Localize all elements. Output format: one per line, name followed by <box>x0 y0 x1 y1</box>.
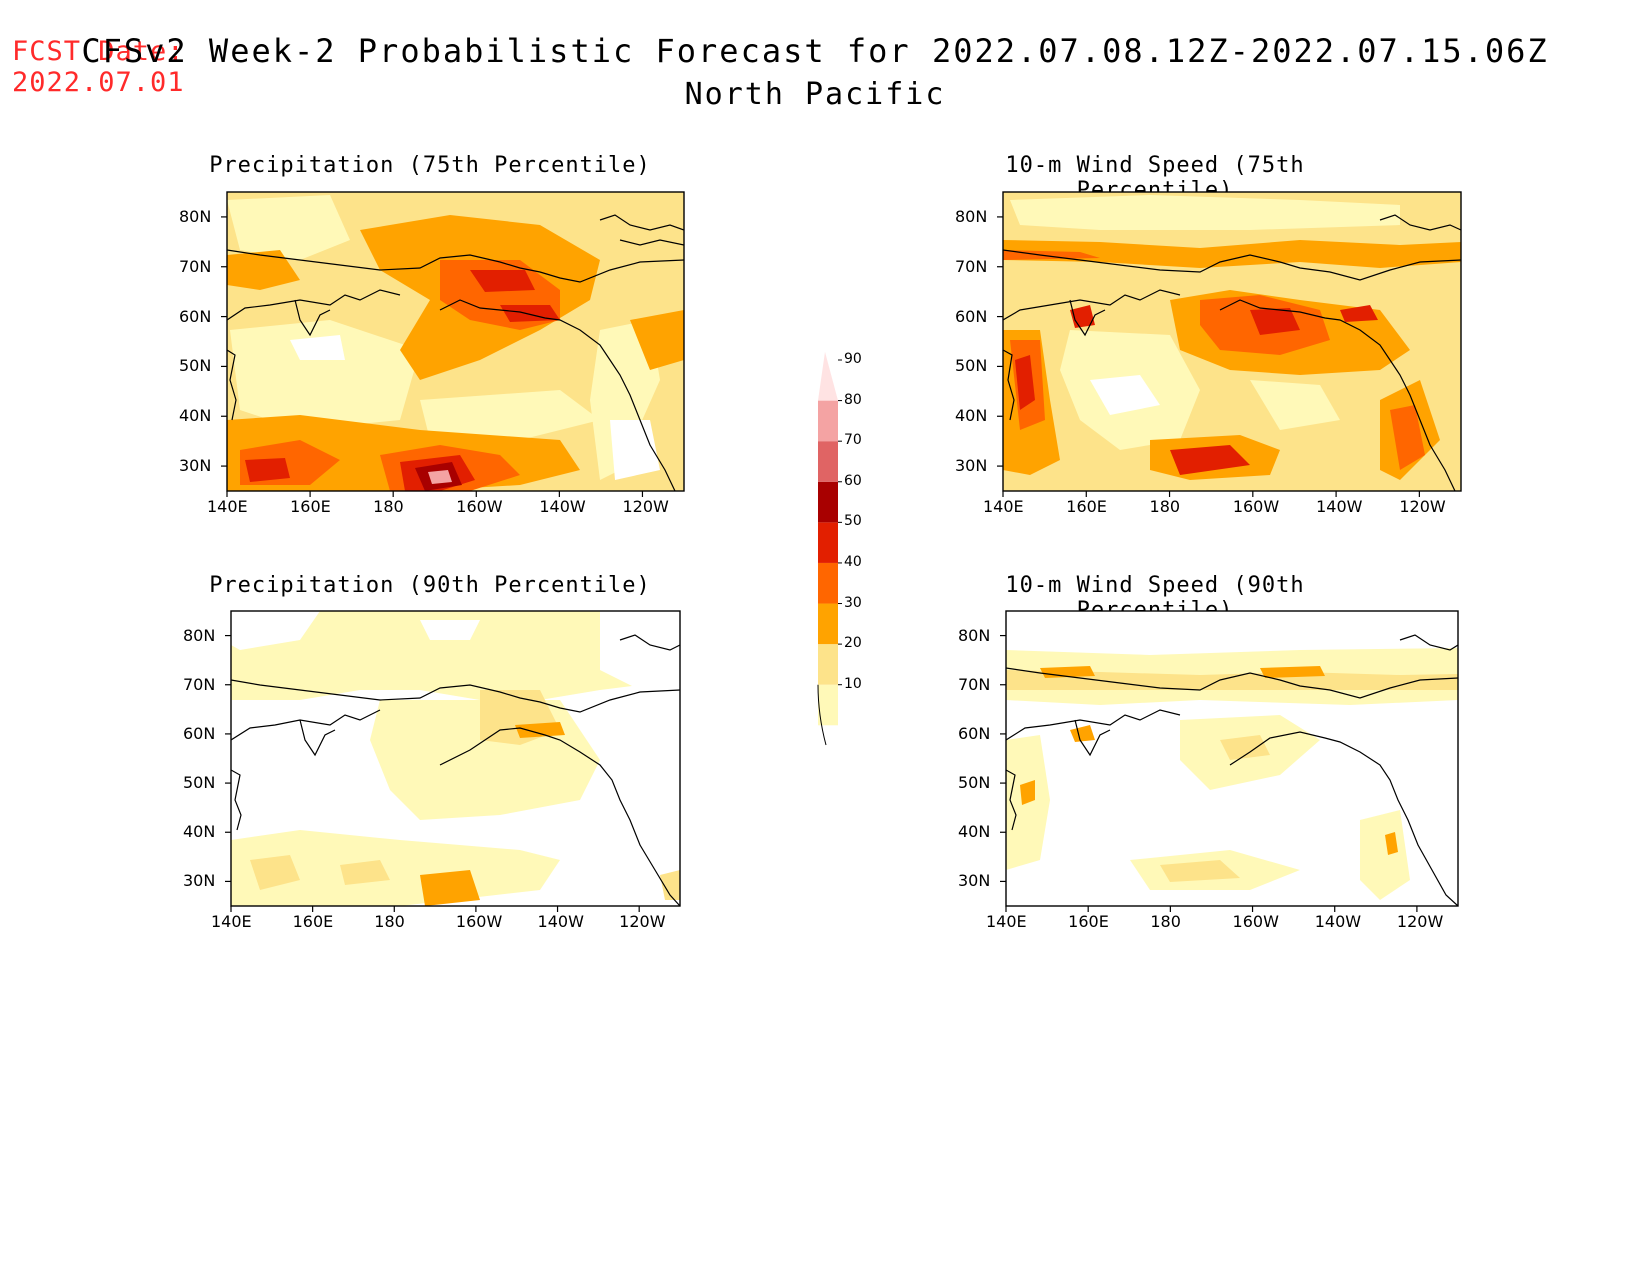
lon-label: 160E <box>1066 497 1107 516</box>
lat-label: 30N <box>179 456 212 476</box>
lat-label: 60N <box>955 306 988 326</box>
lon-label: 160E <box>292 912 334 931</box>
lon-label: 180 <box>374 912 405 931</box>
colorbar-segment <box>818 351 838 401</box>
lat-label: 30N <box>955 456 988 476</box>
lon-label: 140E <box>207 497 248 516</box>
lon-label: 140E <box>983 497 1024 516</box>
lon-label: 120W <box>622 497 669 516</box>
lat-label: 80N <box>955 206 988 226</box>
map-panel-wind90 <box>1006 611 1458 906</box>
colorbar-segment <box>818 684 838 726</box>
lon-label: 160W <box>1232 497 1280 516</box>
colorbar-segment <box>818 481 838 523</box>
lon-label: 140E <box>986 912 1027 931</box>
colorbar <box>817 351 842 746</box>
colorbar-label: 20 <box>844 635 862 652</box>
colorbar-end <box>817 684 827 746</box>
colorbar-segment <box>818 400 838 442</box>
lat-label: 40N <box>183 822 216 842</box>
colorbar-label: 70 <box>844 432 862 449</box>
colorbar-label: 60 <box>844 472 862 489</box>
colorbar-segment <box>818 522 838 563</box>
lon-label: 160E <box>290 497 331 516</box>
lat-label: 60N <box>958 723 991 743</box>
colorbar-segment <box>818 644 838 685</box>
lat-label: 70N <box>955 256 988 276</box>
lat-label: 70N <box>183 674 216 694</box>
lat-label: 70N <box>958 674 991 694</box>
lon-label: 180 <box>1149 497 1181 516</box>
lat-label: 50N <box>955 356 988 376</box>
lat-label: 50N <box>183 773 216 793</box>
lat-label: 30N <box>183 871 216 891</box>
lon-label: 140W <box>539 497 586 516</box>
colorbar-segment <box>818 603 838 645</box>
colorbar-label: 80 <box>844 391 862 408</box>
map-panel-precip75 <box>227 192 684 491</box>
lon-label: 160E <box>1068 912 1109 931</box>
lon-label: 120W <box>1399 497 1446 516</box>
lat-label: 60N <box>179 306 212 326</box>
lon-label: 180 <box>1150 912 1181 931</box>
colorbar-label: 40 <box>844 553 862 570</box>
colorbar-segment <box>818 562 838 604</box>
lon-label: 160W <box>455 912 503 931</box>
lon-label: 120W <box>1396 912 1444 931</box>
lat-label: 80N <box>179 206 212 226</box>
lat-label: 50N <box>958 773 991 793</box>
lon-label: 140W <box>1316 497 1363 516</box>
lat-label: 30N <box>958 871 991 891</box>
lat-label: 40N <box>958 822 991 842</box>
colorbar-label: 90 <box>844 351 862 367</box>
lon-label: 140W <box>1314 912 1362 931</box>
fcst-date-value: 2022.07.01 <box>12 67 185 98</box>
lon-label: 160W <box>1232 912 1279 931</box>
fcst-date-label: FCST Date: <box>12 36 185 67</box>
colorbar-label: 10 <box>844 675 862 692</box>
map-panel-precip90 <box>231 611 680 906</box>
lat-label: 80N <box>958 625 991 645</box>
colorbar-label: 30 <box>844 594 862 611</box>
fcst-date-block: FCST Date: 2022.07.01 <box>12 36 185 98</box>
lat-label: 40N <box>955 406 988 426</box>
region-title: North Pacific <box>684 77 946 112</box>
lon-label: 180 <box>373 497 404 516</box>
map-panel-wind75 <box>1003 192 1461 491</box>
lon-label: 120W <box>619 912 666 931</box>
panel-title-precip75: Precipitation (75th Percentile) <box>209 153 651 178</box>
lat-label: 80N <box>183 625 216 645</box>
panel-title-precip90: Precipitation (90th Percentile) <box>209 573 651 598</box>
lat-label: 50N <box>179 356 212 376</box>
colorbar-label: 50 <box>844 513 862 530</box>
lat-label: 40N <box>179 406 212 426</box>
main-title: CFSv2 Week-2 Probabilistic Forecast for … <box>81 32 1549 70</box>
lon-label: 140W <box>537 912 584 931</box>
lat-label: 60N <box>183 723 216 743</box>
panel-title-wind75: 10-m Wind Speed (75th Percentile) <box>1005 153 1305 203</box>
lat-label: 70N <box>179 256 212 276</box>
lon-label: 140E <box>211 912 252 931</box>
lon-label: 160W <box>456 497 503 516</box>
axis-ticks <box>221 216 1420 912</box>
colorbar-segment <box>818 441 838 482</box>
